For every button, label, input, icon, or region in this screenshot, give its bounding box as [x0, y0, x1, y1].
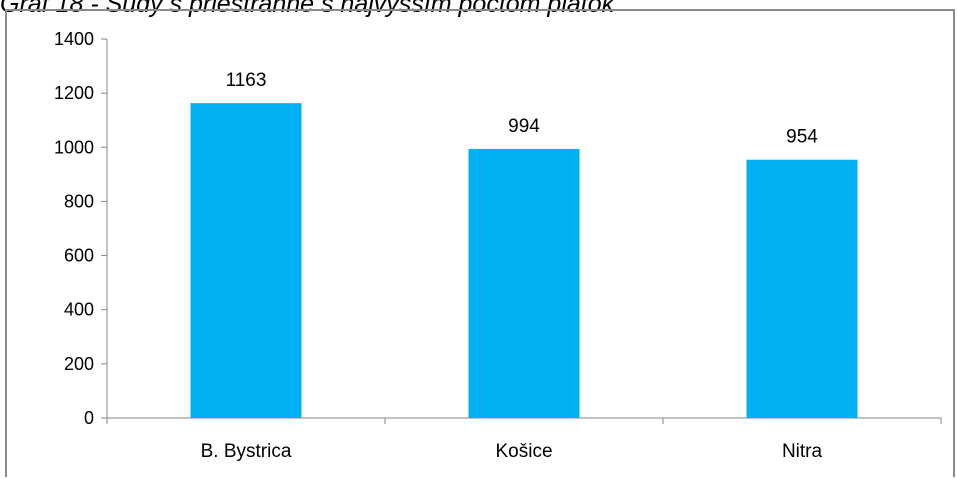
chart-frame [5, 9, 955, 477]
data-labels: 1163 994 954 [226, 70, 819, 148]
y-tick-label: 800 [64, 191, 94, 211]
bars [190, 103, 858, 418]
bar [746, 159, 858, 418]
y-tick-label: 0 [84, 408, 94, 428]
y-tick-label: 200 [64, 354, 94, 374]
x-category-label: Nitra [782, 441, 823, 462]
x-category-label: B. Bystrica [201, 441, 292, 462]
y-tick-label: 1200 [54, 83, 94, 103]
y-tick-label: 600 [64, 246, 94, 266]
bar-data-label: 954 [786, 127, 818, 148]
bar-data-label: 1163 [226, 70, 267, 91]
y-tick-label: 1000 [54, 137, 94, 157]
bar [190, 103, 302, 418]
bar [468, 148, 580, 418]
bar-data-label: 994 [508, 116, 540, 137]
y-tick-label: 1400 [54, 29, 94, 49]
y-axis: 0 200 400 600 800 1000 1200 1400 [54, 29, 108, 428]
x-category-label: Košice [495, 441, 552, 462]
y-tick-label: 400 [64, 300, 94, 320]
x-axis: B. Bystrica Košice Nitra [106, 417, 942, 462]
